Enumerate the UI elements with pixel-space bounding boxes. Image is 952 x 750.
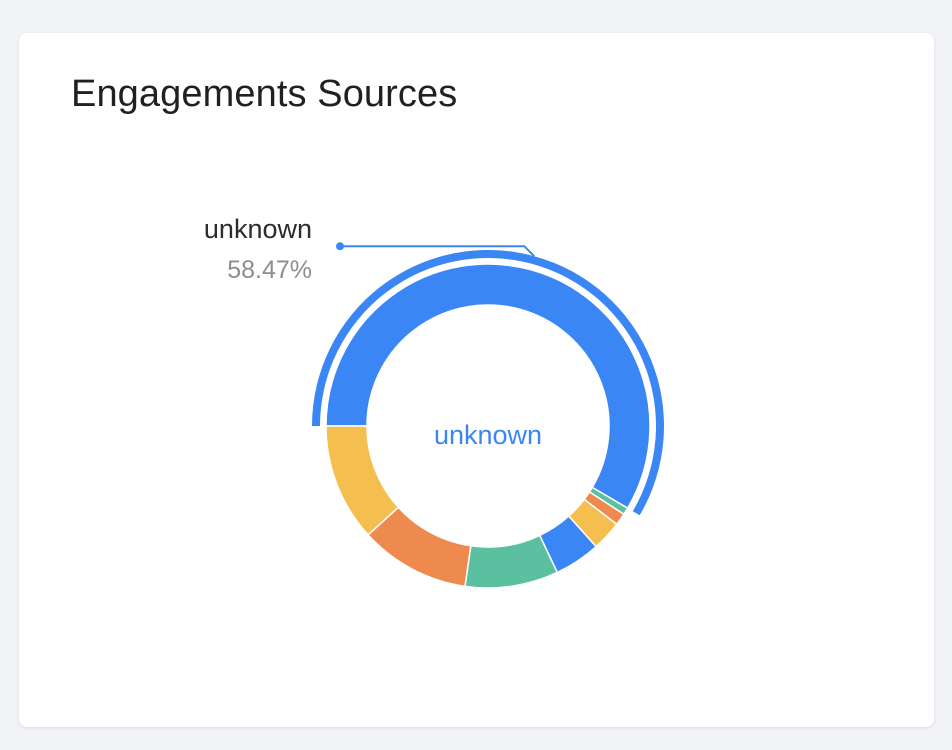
engagement-sources-card: Engagements Sources — [19, 33, 934, 727]
card-title: Engagements Sources — [71, 73, 458, 115]
donut-slice-8[interactable] — [325, 425, 400, 536]
callout-leader-line — [340, 245, 535, 257]
donut-slices — [325, 263, 651, 589]
donut-slice-1[interactable] — [325, 263, 651, 510]
callout-label: unknown — [204, 214, 312, 244]
callout-dot — [336, 242, 344, 251]
callout-value: 58.47% — [227, 256, 312, 284]
donut-slice-6[interactable] — [464, 534, 559, 589]
center-label: unknown — [434, 420, 542, 450]
